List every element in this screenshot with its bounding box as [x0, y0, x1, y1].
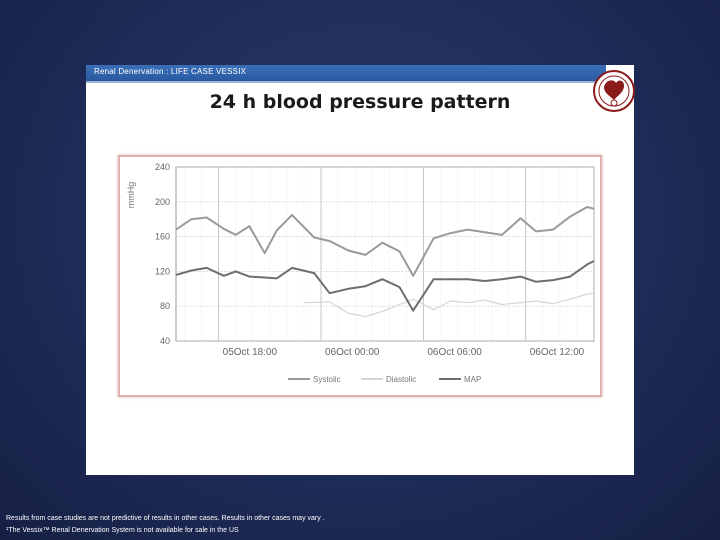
x-tick-label: 06Oct 00:00 — [325, 347, 380, 358]
y-tick-label: 200 — [155, 197, 170, 207]
chart-box: 40 80 120 160 200 240 mmHg 05Oct 18:00 06Oct 00:… — [118, 155, 602, 397]
plot-area — [176, 167, 594, 341]
footnote-availability: ¹The Vessix™ Renal Denervation System is… — [6, 527, 239, 534]
y-tick-label: 240 — [155, 162, 170, 172]
header-bar: Renal Denervation : LIFE CASE VESSIX — [86, 65, 606, 83]
x-tick-label: 06Oct 12:00 — [530, 347, 585, 358]
bp-chart: 40 80 120 160 200 240 mmHg 05Oct 18:00 06Oct 00:… — [120, 157, 600, 395]
legend-label: MAP — [464, 375, 481, 384]
x-tick-label: 06Oct 06:00 — [427, 347, 482, 358]
y-tick-label: 80 — [160, 301, 170, 311]
y-tick-label: 40 — [160, 336, 170, 346]
footnote-disclaimer: Results from case studies are not predic… — [6, 515, 325, 522]
header-title: Renal Denervation : LIFE CASE VESSIX — [94, 67, 246, 76]
slide-frame: Renal Denervation : LIFE CASE VESSIX 24 … — [86, 65, 634, 475]
x-tick-label: 05Oct 18:00 — [223, 347, 278, 358]
y-axis-label: mmHg — [126, 182, 136, 209]
legend-label: Systolic — [313, 375, 341, 384]
slide-title: 24 h blood pressure pattern — [86, 91, 634, 113]
y-tick-label: 120 — [155, 266, 170, 276]
legend-label: Diastolic — [386, 375, 416, 384]
y-tick-label: 160 — [155, 232, 170, 242]
